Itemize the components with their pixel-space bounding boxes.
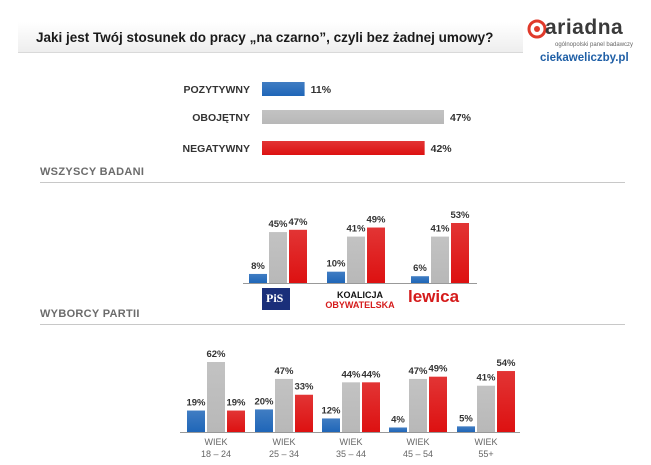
age-category-label: WIEK [272,437,295,447]
hbar-negatywny [262,141,425,155]
section-label-parties: WYBORCY PARTII [40,308,140,320]
party-value-label: 41% [430,224,450,235]
party-value-label: 47% [288,217,308,228]
section-divider-all [40,182,625,183]
age-category-label: WIEK [406,437,429,447]
age-value-label: 49% [428,364,448,375]
party-bar-pozytywny [327,271,345,283]
age-value-label: 12% [321,405,341,416]
section-divider-parties [40,324,625,325]
logo-word: ariadna [545,16,624,39]
chart-title: Jaki jest Twój stosunek do pracy „na cza… [36,30,494,45]
section-label-all: WSZYSCY BADANI [40,166,145,178]
title-band [18,22,523,53]
age-bar-negatywny [295,394,313,432]
age-bar-pozytywny [457,426,475,432]
age-category-label: 18 – 24 [201,449,231,459]
age-bar-pozytywny [187,410,205,432]
age-value-label: 54% [496,358,516,369]
age-category-label: 25 – 34 [269,449,299,459]
hbar-value-label: 47% [450,112,472,124]
age-bar-obojętny [275,378,293,432]
party-value-label: 8% [251,261,265,272]
age-bar-negatywny [227,410,245,432]
hbar-obojętny [262,110,444,124]
age-bar-obojętny [342,382,360,432]
hbar-category-label: POZYTYWNY [183,84,250,96]
party-bar-negatywny [367,227,385,283]
age-value-label: 44% [341,369,361,380]
party-bar-pozytywny [411,276,429,283]
lewica-logo-text: lewica [408,287,460,306]
party-value-label: 49% [366,215,386,226]
age-bar-obojętny [207,362,225,432]
pis-logo: PiS [262,288,290,310]
ariadna-swirl-icon [527,19,547,39]
pis-logo-text: PiS [266,291,284,305]
age-category-label: WIEK [474,437,497,447]
age-value-label: 19% [186,398,206,409]
logo-subtitle: ogólnopolski panel badawczy [555,42,634,48]
age-value-label: 33% [294,382,314,393]
age-category-label: 35 – 44 [336,449,366,459]
age-bar-pozytywny [389,427,407,432]
age-bar-pozytywny [255,409,273,432]
party-value-label: 41% [346,224,366,235]
hbar-category-label: NEGATYWNY [183,143,250,155]
age-value-label: 4% [391,414,405,425]
party-value-label: 45% [268,219,288,230]
party-bar-negatywny [451,223,469,283]
age-value-label: 47% [408,366,428,377]
age-value-label: 47% [274,366,294,377]
hbar-pozytywny [262,82,305,96]
age-bar-obojętny [409,378,427,432]
party-bar-negatywny [289,229,307,283]
age-value-label: 5% [459,413,473,424]
age-bar-negatywny [429,376,447,432]
age-bar-negatywny [362,382,380,432]
age-value-label: 41% [476,373,496,384]
party-value-label: 10% [326,259,346,270]
age-category-label: 55+ [478,449,493,459]
ko-logo: KOALICJA OBYWATELSKA [320,290,400,312]
age-value-label: 62% [206,349,226,360]
age-value-label: 44% [361,369,381,380]
ko-logo-line2: OBYWATELSKA [325,300,395,310]
ariadna-logo: ariadna ogólnopolski panel badawczy [527,16,642,66]
age-category-label: WIEK [339,437,362,447]
age-value-label: 19% [226,398,246,409]
party-value-label: 6% [413,263,427,274]
hbar-category-label: OBOJĘTNY [192,112,250,124]
party-value-label: 53% [450,210,470,221]
age-bar-negatywny [497,371,515,432]
age-category-label: 45 – 54 [403,449,433,459]
party-bar-obojętny [269,232,287,283]
ko-logo-line1: KOALICJA [336,290,383,300]
age-bar-pozytywny [322,418,340,432]
hbar-value-label: 11% [311,84,332,96]
party-bar-obojętny [347,236,365,283]
lewica-logo: lewica [408,287,476,309]
party-bar-obojętny [431,236,449,283]
age-category-label: WIEK [204,437,227,447]
source-url: ciekaweliczby.pl [540,52,629,64]
party-bar-pozytywny [249,273,267,283]
age-bar-obojętny [477,385,495,432]
hbar-value-label: 42% [431,143,453,155]
age-value-label: 20% [254,396,274,407]
